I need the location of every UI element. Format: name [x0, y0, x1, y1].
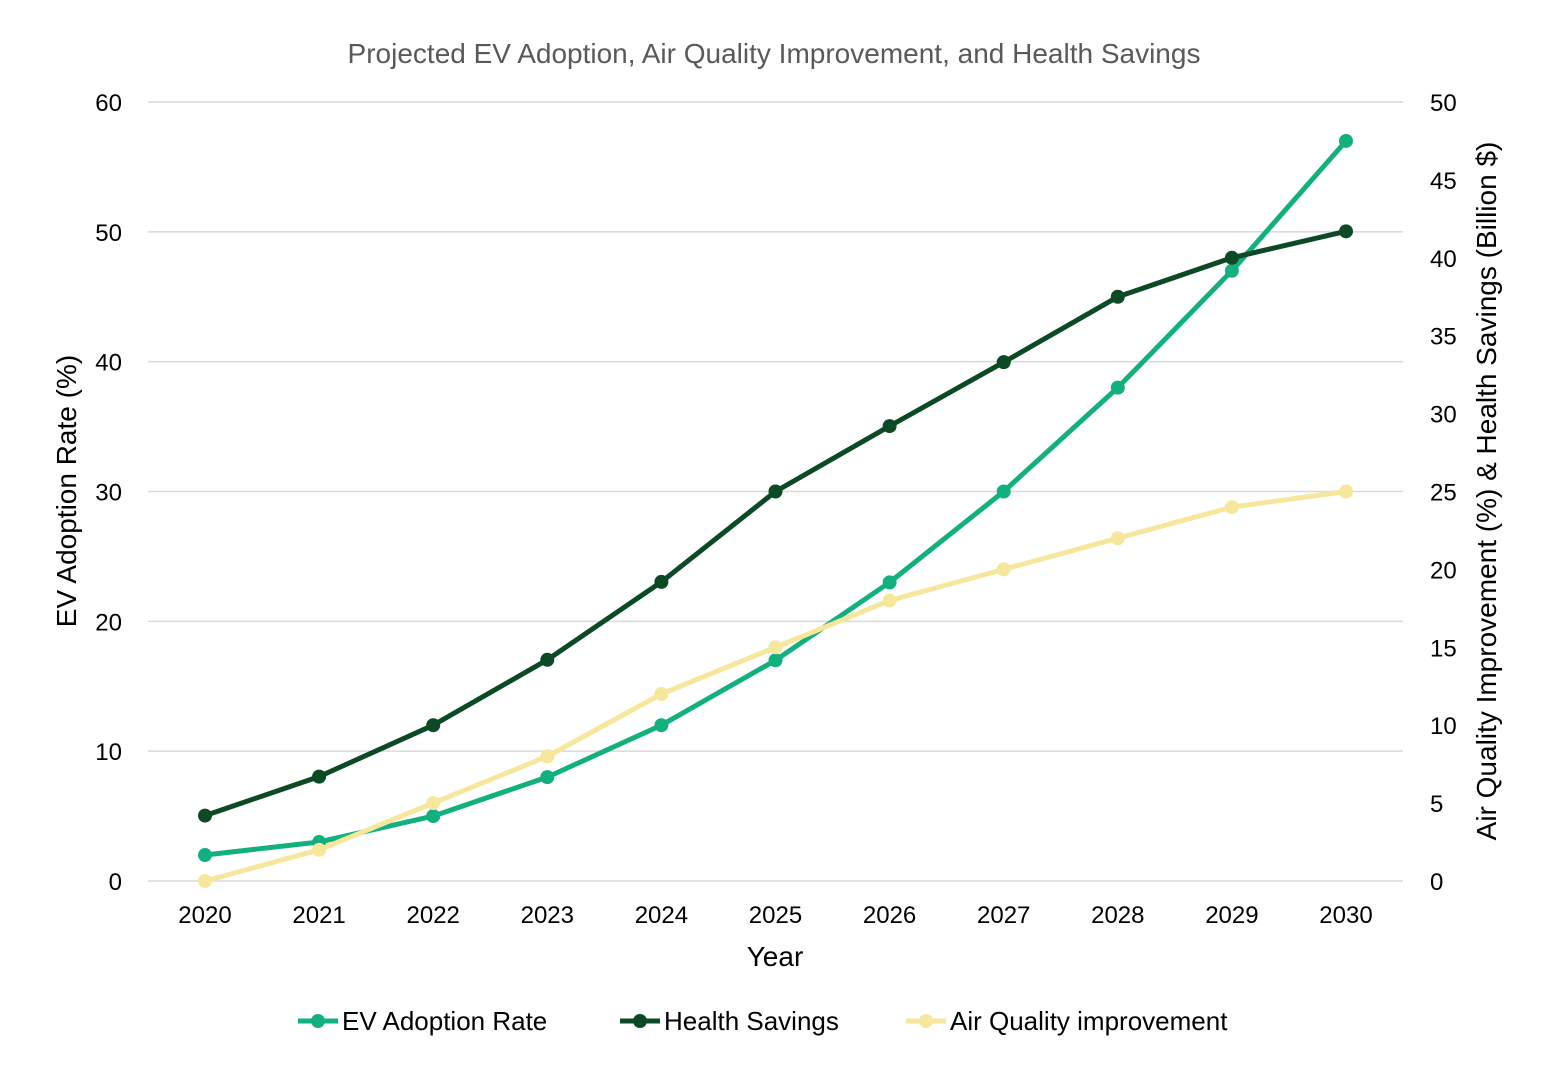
data-point [540, 749, 555, 764]
x-tick-label: 2029 [1205, 902, 1258, 929]
data-point [996, 484, 1011, 499]
right-axis-title: Air Quality Improvement (%) & Health Sav… [1471, 142, 1502, 841]
data-point [426, 718, 441, 733]
left-tick-label: 50 [95, 220, 122, 247]
data-point [882, 419, 897, 434]
data-point [1224, 250, 1239, 265]
legend-swatch-marker [919, 1014, 933, 1028]
data-point [198, 808, 212, 823]
data-point [540, 652, 555, 667]
x-tick-label: 2020 [178, 902, 231, 929]
left-axis-ticks: 0 10 20 30 40 50 60 [95, 90, 122, 896]
data-point [768, 484, 783, 499]
chart-title: Projected EV Adoption, Air Quality Impro… [348, 38, 1201, 69]
data-point [198, 848, 212, 863]
right-tick-label: 15 [1430, 635, 1457, 662]
left-tick-label: 60 [95, 90, 122, 117]
left-tick-label: 10 [95, 739, 122, 766]
data-point [426, 796, 441, 811]
data-point [312, 769, 327, 784]
legend-item: Health Savings [620, 1006, 839, 1036]
data-point [996, 562, 1011, 577]
x-axis-ticks: 2020 2021 2022 2023 2024 2025 2026 2027 2028 2029… [178, 902, 1372, 929]
legend-item: Air Quality improvement [906, 1006, 1228, 1036]
data-point [1339, 224, 1353, 239]
right-tick-label: 5 [1430, 791, 1443, 818]
data-point [768, 653, 783, 668]
right-tick-label: 30 [1430, 402, 1457, 429]
data-point [882, 593, 897, 608]
x-tick-label: 2023 [521, 902, 574, 929]
right-tick-label: 20 [1430, 557, 1457, 584]
series-layer [198, 133, 1353, 888]
x-tick-label: 2030 [1319, 902, 1372, 929]
x-axis-title: Year [747, 941, 804, 972]
legend-label: Air Quality improvement [950, 1006, 1228, 1036]
right-tick-label: 0 [1430, 869, 1443, 896]
x-tick-label: 2022 [407, 902, 460, 929]
data-point [1110, 289, 1125, 304]
data-point [654, 574, 669, 589]
x-tick-label: 2026 [863, 902, 916, 929]
data-point [882, 575, 897, 590]
series-air-quality-improvement [198, 484, 1353, 888]
data-point [198, 874, 212, 888]
x-tick-label: 2025 [749, 902, 802, 929]
data-point [1224, 500, 1239, 515]
right-axis-ticks: 0 5 10 15 20 25 30 35 40 45 50 [1430, 90, 1457, 896]
data-point [654, 687, 669, 702]
left-axis-title: EV Adoption Rate (%) [51, 355, 82, 627]
legend-swatch-marker [311, 1014, 325, 1028]
x-tick-label: 2027 [977, 902, 1030, 929]
data-point [312, 842, 327, 857]
data-point [426, 809, 441, 824]
left-tick-label: 20 [95, 609, 122, 636]
series-line [202, 489, 1349, 884]
data-point [1224, 263, 1239, 278]
x-tick-label: 2021 [292, 902, 345, 929]
legend-label: EV Adoption Rate [342, 1006, 547, 1036]
legend: EV Adoption Rate Health Savings Air Qualit… [298, 1006, 1228, 1036]
right-tick-label: 45 [1430, 168, 1457, 195]
left-tick-label: 40 [95, 350, 122, 377]
x-tick-label: 2024 [635, 902, 688, 929]
right-tick-label: 35 [1430, 324, 1457, 351]
x-tick-label: 2028 [1091, 902, 1144, 929]
legend-item: EV Adoption Rate [298, 1006, 547, 1036]
data-point [1339, 484, 1353, 499]
right-tick-label: 25 [1430, 480, 1457, 507]
series-health-savings [198, 224, 1353, 823]
data-point [540, 770, 555, 785]
legend-swatch-marker [633, 1014, 647, 1028]
data-point [1110, 380, 1125, 395]
data-point [768, 640, 783, 655]
left-tick-label: 0 [109, 869, 122, 896]
data-point [654, 718, 669, 733]
legend-label: Health Savings [664, 1006, 839, 1036]
left-tick-label: 30 [95, 480, 122, 507]
right-tick-label: 50 [1430, 90, 1457, 117]
right-tick-label: 10 [1430, 713, 1457, 740]
data-point [1110, 531, 1125, 546]
gridlines [148, 101, 1403, 882]
right-tick-label: 40 [1430, 246, 1457, 273]
data-point [1339, 133, 1353, 148]
data-point [996, 355, 1011, 370]
